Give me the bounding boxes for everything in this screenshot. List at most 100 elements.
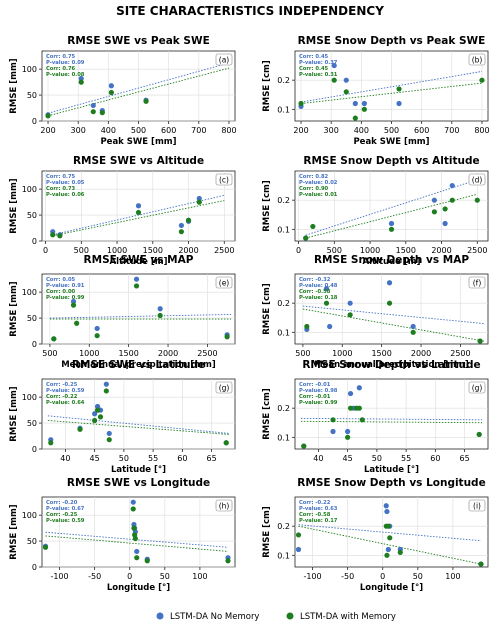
panel: RMSE SWE vs Longitude 0 50 100 -100 -50 0 50 100… — [9, 477, 236, 593]
x-tick-label: 55 — [148, 454, 158, 463]
stat-pvalue-no-memory: P-value: 0.91 — [46, 283, 85, 289]
y-tick-label: 0.1 — [277, 225, 290, 234]
point-with-memory — [224, 334, 230, 340]
point-no-memory — [442, 220, 448, 227]
point-no-memory — [384, 508, 390, 515]
x-axis-label: Mean annual precipitation [mm] — [61, 360, 216, 370]
fit-line-with-memory — [52, 200, 225, 237]
panel-label: (d) — [472, 176, 483, 185]
point-with-memory — [133, 283, 140, 289]
y-tick-label: 0.1 — [277, 433, 290, 442]
legend-marker-no-memory — [156, 612, 164, 620]
stat-pvalue-no-memory: P-value: 0.98 — [299, 388, 338, 394]
x-tick-label: 800 — [221, 126, 236, 135]
panel-title: RMSE Snow Depth vs Latitude — [302, 359, 480, 371]
x-tick-label: 60 — [177, 454, 187, 463]
x-tick-label: 0 — [296, 246, 301, 255]
x-tick-label: 2500 — [214, 246, 234, 255]
x-tick-label: -50 — [88, 572, 101, 581]
y-tick-label: 0 — [32, 563, 37, 572]
point-with-memory — [431, 209, 437, 215]
stat-pvalue-with-memory: P-value: 0.64 — [46, 400, 85, 406]
point-with-memory — [223, 440, 229, 446]
panel: RMSE SWE vs Latitude 0 50 100 40 45 50 55 60 65 La… — [9, 359, 236, 475]
plot-content — [302, 280, 485, 344]
point-no-memory — [449, 182, 455, 189]
stat-corr-no-memory: Corr: 0.75 — [46, 54, 76, 60]
fit-line-no-memory — [298, 524, 482, 542]
fit-line-with-memory — [47, 420, 230, 435]
point-with-memory — [92, 417, 98, 424]
panel-label-box — [215, 381, 233, 394]
x-tick-label: 50 — [372, 454, 382, 463]
legend-label-no-memory: LSTM-DA No Memory — [170, 612, 259, 622]
point-with-memory — [345, 434, 351, 440]
point-with-memory — [94, 333, 100, 339]
y-axis-label: RMSE [mm] — [9, 58, 19, 113]
point-with-memory — [48, 440, 54, 446]
fit-line-with-memory — [298, 525, 482, 565]
fit-line-no-memory — [49, 313, 232, 319]
panel: RMSE Snow Depth vs MAP 0.1 0.2 500 1000 1500 2… — [262, 254, 489, 370]
stat-corr-with-memory: Corr: -0.58 — [299, 512, 331, 518]
x-tick-label: 700 — [444, 126, 459, 135]
point-with-memory — [386, 300, 393, 306]
x-axis-label: Mean annual precipitation [mm] — [314, 360, 469, 370]
panel-label-box — [468, 499, 486, 512]
point-with-memory — [352, 115, 358, 121]
legend-label-with-memory: LSTM-DA with Memory — [300, 612, 396, 622]
panel-label: (h) — [219, 502, 230, 511]
point-with-memory — [42, 544, 49, 550]
x-tick-label: 40 — [313, 454, 323, 463]
point-no-memory — [347, 300, 353, 306]
y-tick-label: 100 — [22, 65, 37, 74]
point-no-memory — [130, 499, 136, 505]
stat-corr-with-memory: Corr: 0.45 — [299, 66, 329, 72]
point-with-memory — [196, 199, 202, 205]
stat-pvalue-with-memory: P-value: 0.01 — [299, 192, 338, 198]
point-no-memory — [323, 285, 330, 292]
point-no-memory — [94, 403, 101, 410]
plot-content — [47, 381, 230, 446]
point-no-memory — [90, 102, 96, 109]
x-tick-label: 500 — [384, 126, 399, 135]
legend-marker-with-memory — [286, 612, 294, 620]
y-tick-label: 0.1 — [277, 328, 290, 337]
point-with-memory — [144, 558, 150, 564]
x-tick-label: 500 — [295, 349, 310, 358]
y-tick-label: 100 — [22, 288, 37, 297]
point-with-memory — [130, 506, 136, 512]
y-tick-label: 100 — [22, 393, 37, 402]
x-axis-label: Latitude [°] — [364, 465, 419, 475]
fit-line-with-memory — [45, 535, 229, 552]
point-with-memory — [45, 113, 51, 119]
point-no-memory — [133, 276, 140, 282]
point-with-memory — [388, 226, 395, 232]
stat-corr-with-memory: Corr: 0.73 — [46, 186, 76, 192]
panel-title: RMSE SWE vs Latitude — [72, 359, 205, 371]
panel-label-box — [215, 53, 233, 66]
point-no-memory — [331, 62, 337, 69]
point-no-memory — [135, 203, 142, 209]
x-tick-label: 1500 — [143, 246, 163, 255]
point-no-memory — [385, 546, 391, 553]
stat-corr-no-memory: Corr: -0.22 — [299, 500, 331, 506]
stat-corr-no-memory: Corr: -0.01 — [299, 382, 331, 388]
point-with-memory — [103, 388, 109, 394]
stat-pvalue-with-memory: P-value: 0.08 — [46, 72, 85, 78]
point-no-memory — [94, 325, 100, 332]
x-tick-label: 300 — [324, 126, 339, 135]
x-tick-label: 600 — [161, 126, 176, 135]
x-tick-label: 1500 — [371, 349, 391, 358]
fit-line-no-memory — [45, 531, 229, 548]
x-tick-label: 1500 — [396, 246, 416, 255]
x-tick-label: 600 — [414, 126, 429, 135]
point-with-memory — [474, 197, 480, 203]
stat-pvalue-no-memory: P-value: 0.67 — [46, 506, 85, 512]
point-with-memory — [94, 407, 101, 413]
plot-content — [295, 503, 484, 567]
point-with-memory — [301, 443, 307, 449]
point-with-memory — [442, 206, 448, 212]
